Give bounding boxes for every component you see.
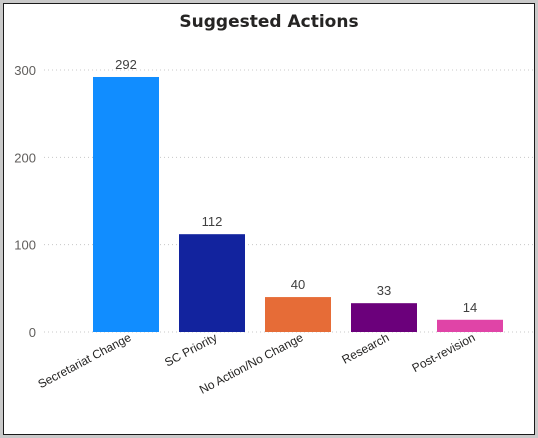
data-label: 112 [202,214,223,229]
bar[interactable] [265,297,331,332]
bar[interactable] [179,234,245,332]
category-label: SC Priority [162,330,219,369]
data-label: 14 [463,300,477,315]
bar-chart: 0 100 200 300 292 112 40 33 14 Secretariat Chan… [14,57,534,397]
y-axis: 0 100 200 300 [14,63,36,340]
bar[interactable] [437,319,503,332]
category-label: Post-revision [410,330,478,375]
y-tick-label: 200 [14,150,36,165]
data-labels: 292 112 40 33 14 [115,57,477,315]
bars [93,76,503,332]
y-tick-label: 100 [14,238,36,253]
data-label: 40 [291,277,305,292]
data-label: 292 [115,57,137,72]
y-tick-label: 300 [14,63,36,78]
bar[interactable] [351,303,417,332]
bar[interactable] [93,76,159,332]
chart-title: Suggested Actions [179,12,359,32]
category-label: Research [339,330,391,366]
category-label: Secretariat Change [36,330,134,391]
data-label: 33 [377,283,391,298]
y-tick-label: 0 [29,325,36,340]
chart-visual[interactable]: Suggested Actions 0 100 200 300 292 112 40 33 1… [3,3,535,435]
